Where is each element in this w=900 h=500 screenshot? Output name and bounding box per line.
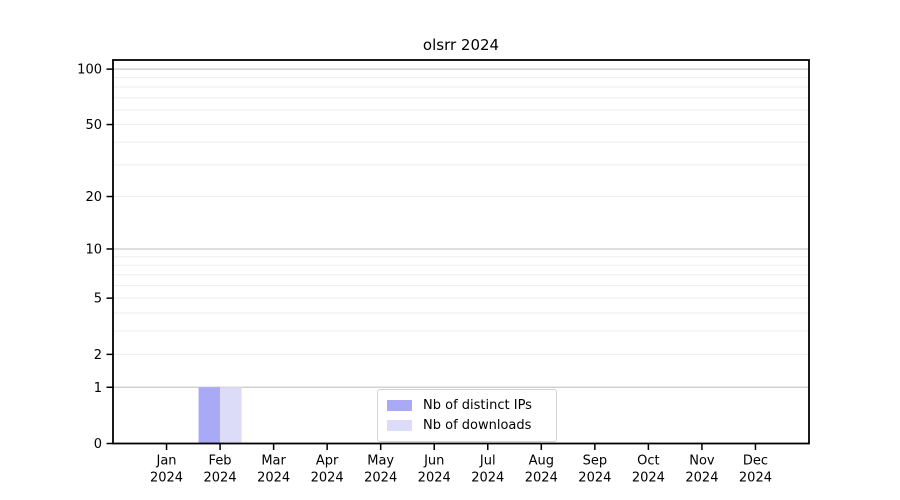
x-tick-year-Jun: 2024 (418, 471, 451, 486)
y-tick-label-10: 10 (85, 243, 102, 258)
x-tick-year-Jan: 2024 (150, 471, 183, 486)
legend-swatch-distinct-ips (387, 399, 412, 411)
x-tick-label-May: May (367, 454, 394, 469)
x-tick-year-Feb: 2024 (204, 471, 237, 486)
x-tick-label-Aug: Aug (529, 454, 554, 469)
legend-item-distinct-ips: Nb of distinct IPs (387, 395, 547, 415)
x-tick-label-Oct: Oct (637, 454, 659, 469)
x-tick-label-Sep: Sep (583, 454, 608, 469)
x-tick-label-Apr: Apr (316, 454, 339, 469)
x-tick-year-Dec: 2024 (739, 471, 772, 486)
bar-distinct-ips-Feb (198, 387, 221, 444)
x-tick-label-Jul: Jul (479, 454, 496, 469)
x-tick-label-Jan: Jan (156, 454, 177, 469)
legend-label-distinct-ips: Nb of distinct IPs (423, 397, 532, 413)
y-tick-label-50: 50 (85, 118, 102, 133)
y-tick-label-1: 1 (94, 381, 102, 396)
bar-downloads-Feb (220, 387, 242, 444)
x-tick-label-Feb: Feb (209, 454, 232, 469)
y-tick-label-20: 20 (85, 190, 102, 205)
x-tick-label-Mar: Mar (261, 454, 286, 469)
x-tick-year-Aug: 2024 (525, 471, 558, 486)
axes-spines (112, 59, 810, 445)
chart-title: olsrr 2024 (422, 36, 500, 54)
y-tick-label-2: 2 (94, 348, 102, 363)
x-tick-year-May: 2024 (364, 471, 397, 486)
x-tick-label-Jun: Jun (423, 454, 444, 469)
legend-swatch-downloads (387, 419, 412, 431)
x-tick-label-Nov: Nov (689, 454, 715, 469)
legend-item-downloads: Nb of downloads (387, 415, 547, 435)
x-tick-year-Sep: 2024 (578, 471, 611, 486)
x-tick-year-Apr: 2024 (311, 471, 344, 486)
x-tick-label-Dec: Dec (743, 454, 768, 469)
y-tick-label-5: 5 (94, 292, 102, 307)
y-tick-label-100: 100 (77, 63, 102, 78)
legend-label-downloads: Nb of downloads (423, 417, 532, 433)
legend: Nb of distinct IPs Nb of downloads (377, 389, 557, 442)
x-tick-year-Nov: 2024 (685, 471, 718, 486)
y-tick-label-0: 0 (94, 437, 102, 452)
x-tick-year-Mar: 2024 (257, 471, 290, 486)
x-tick-year-Oct: 2024 (632, 471, 665, 486)
x-tick-year-Jul: 2024 (471, 471, 504, 486)
